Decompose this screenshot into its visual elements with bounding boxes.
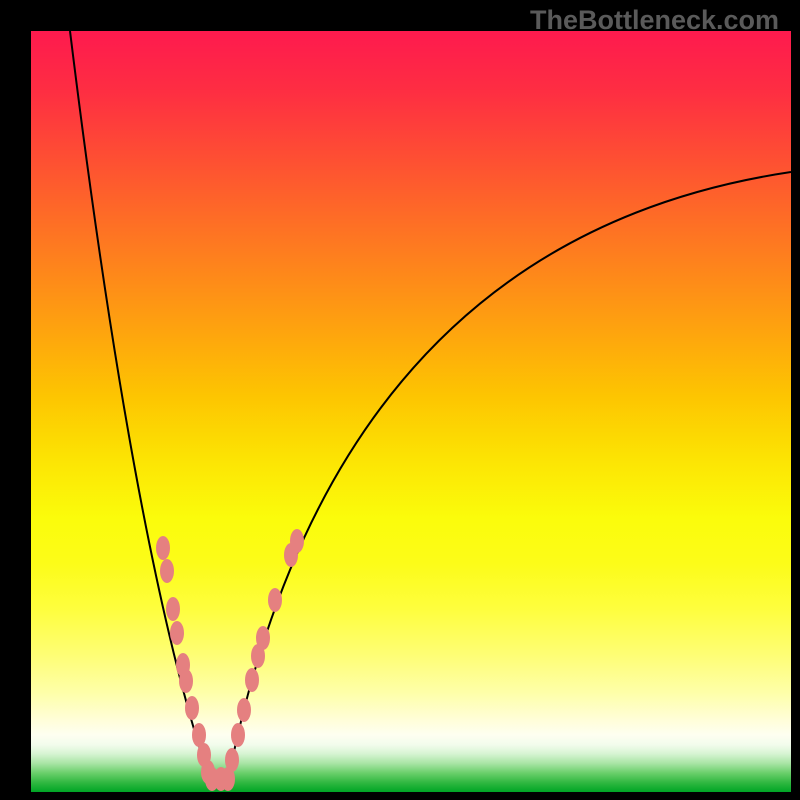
marker-point [185,696,199,720]
marker-point [237,698,251,722]
marker-point [160,559,174,583]
marker-point [268,588,282,612]
chart-container: TheBottleneck.com [0,0,800,800]
chart-overlay [0,0,800,800]
marker-point [256,626,270,650]
marker-point [166,597,180,621]
curve-right [228,172,791,780]
marker-point [156,536,170,560]
watermark-text: TheBottleneck.com [530,5,779,36]
marker-point [225,748,239,772]
marker-point [245,668,259,692]
marker-point [231,723,245,747]
marker-point [179,669,193,693]
marker-point [170,621,184,645]
marker-point [290,529,304,553]
